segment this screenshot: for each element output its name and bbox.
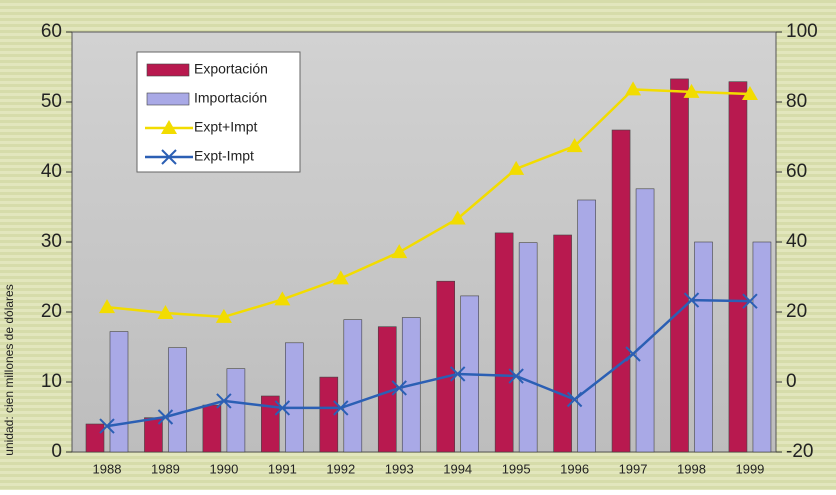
bar [752,241,772,453]
line-marker [508,368,524,384]
legend-label: Importación [194,90,267,106]
x-tick-label: 1999 [735,461,764,476]
line-marker [274,400,291,416]
legend-swatch [146,92,190,106]
line-marker [625,346,641,362]
x-tick-label: 1992 [326,461,355,476]
bar [553,234,572,453]
line-marker [566,391,583,408]
line-marker [99,299,115,314]
y2-tick-label: 0 [786,371,797,392]
y2-tick-label: 40 [786,231,807,252]
y2-tick-label: 60 [786,161,807,182]
y2-tick-label: 80 [786,91,807,112]
bar [670,78,689,453]
line-marker [683,292,700,308]
y-axis-label: unidad: cien millones de dólares [2,284,16,455]
bar [226,368,246,453]
bar [728,81,748,453]
y2-tick-label: 20 [786,301,807,322]
y-tick-label: 60 [41,21,62,42]
x-tick-label: 1991 [268,461,297,476]
bar [343,319,363,453]
line-marker [508,160,525,175]
bar [168,347,187,453]
x-tick-label: 1989 [151,461,180,476]
line-marker [157,305,174,320]
y-tick-label: 30 [41,231,62,252]
y-tick-label: 0 [51,441,62,462]
bar [85,423,105,453]
bar [635,188,655,453]
line-marker [625,81,642,96]
line-marker [683,83,700,98]
line-marker [391,244,408,259]
bar [611,129,631,453]
line-marker [99,418,115,434]
y-tick-label: 40 [41,161,62,182]
line-marker [161,149,177,165]
x-tick-label: 1988 [93,461,122,476]
line-marker [215,308,232,323]
bar [319,376,339,453]
line-marker [391,380,407,396]
bar [694,241,713,453]
bar [436,280,456,453]
x-tick-label: 1990 [209,461,238,476]
line-marker [741,85,758,100]
line-marker [449,366,466,382]
line-marker [742,293,758,309]
legend-label: Exportación [194,61,268,77]
line-marker [157,409,174,425]
bar [109,331,129,453]
bar [261,395,280,453]
bar [518,242,538,453]
line [106,298,750,428]
line-marker [216,393,232,409]
x-tick-label: 1998 [677,461,706,476]
x-tick-label: 1995 [502,461,531,476]
bar [285,342,304,453]
line-marker [161,120,177,134]
bar [494,232,514,453]
line-marker [274,291,291,306]
y-tick-label: 10 [41,371,62,392]
line-marker [333,400,349,416]
bar [202,404,222,453]
x-tick-label: 1993 [385,461,414,476]
x-tick-label: 1997 [619,461,648,476]
bar [577,199,596,453]
legend-label: Expt+Impt [194,119,258,135]
line-marker [449,210,466,225]
x-tick-label: 1996 [560,461,589,476]
y-tick-label: 20 [41,301,62,322]
line-marker [566,138,583,153]
y-tick-label: 50 [41,91,62,112]
legend-swatch [146,63,190,77]
line-marker [332,270,349,285]
y2-tick-label: -20 [786,441,813,462]
y2-tick-label: 100 [786,21,818,42]
x-tick-label: 1994 [443,461,472,476]
line [106,88,750,319]
legend-label: Expt-Impt [194,148,254,164]
